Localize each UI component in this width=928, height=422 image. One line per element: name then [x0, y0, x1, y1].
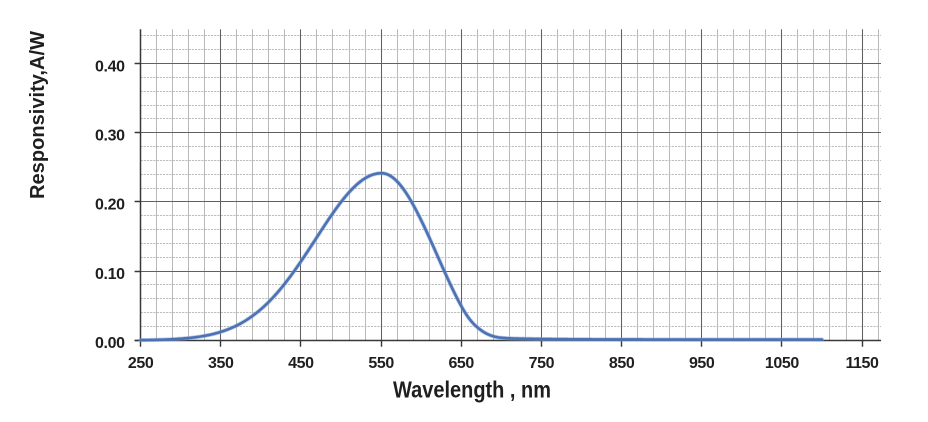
svg-text:450: 450: [288, 355, 314, 372]
svg-text:0.40: 0.40: [95, 58, 125, 75]
svg-text:0.30: 0.30: [95, 128, 125, 145]
svg-text:850: 850: [609, 355, 635, 372]
svg-text:950: 950: [689, 355, 715, 372]
svg-text:Responsivity,A/W: Responsivity,A/W: [27, 31, 49, 199]
svg-text:250: 250: [128, 355, 154, 372]
svg-text:650: 650: [448, 355, 474, 372]
svg-text:Wavelength , nm: Wavelength , nm: [393, 377, 551, 403]
svg-text:1150: 1150: [845, 355, 879, 372]
svg-text:0.10: 0.10: [95, 266, 125, 283]
svg-text:750: 750: [529, 355, 555, 372]
svg-text:550: 550: [368, 355, 394, 372]
svg-text:1050: 1050: [765, 355, 799, 372]
svg-text:0.00: 0.00: [95, 335, 125, 352]
svg-text:350: 350: [208, 355, 234, 372]
svg-text:0.20: 0.20: [95, 197, 125, 214]
